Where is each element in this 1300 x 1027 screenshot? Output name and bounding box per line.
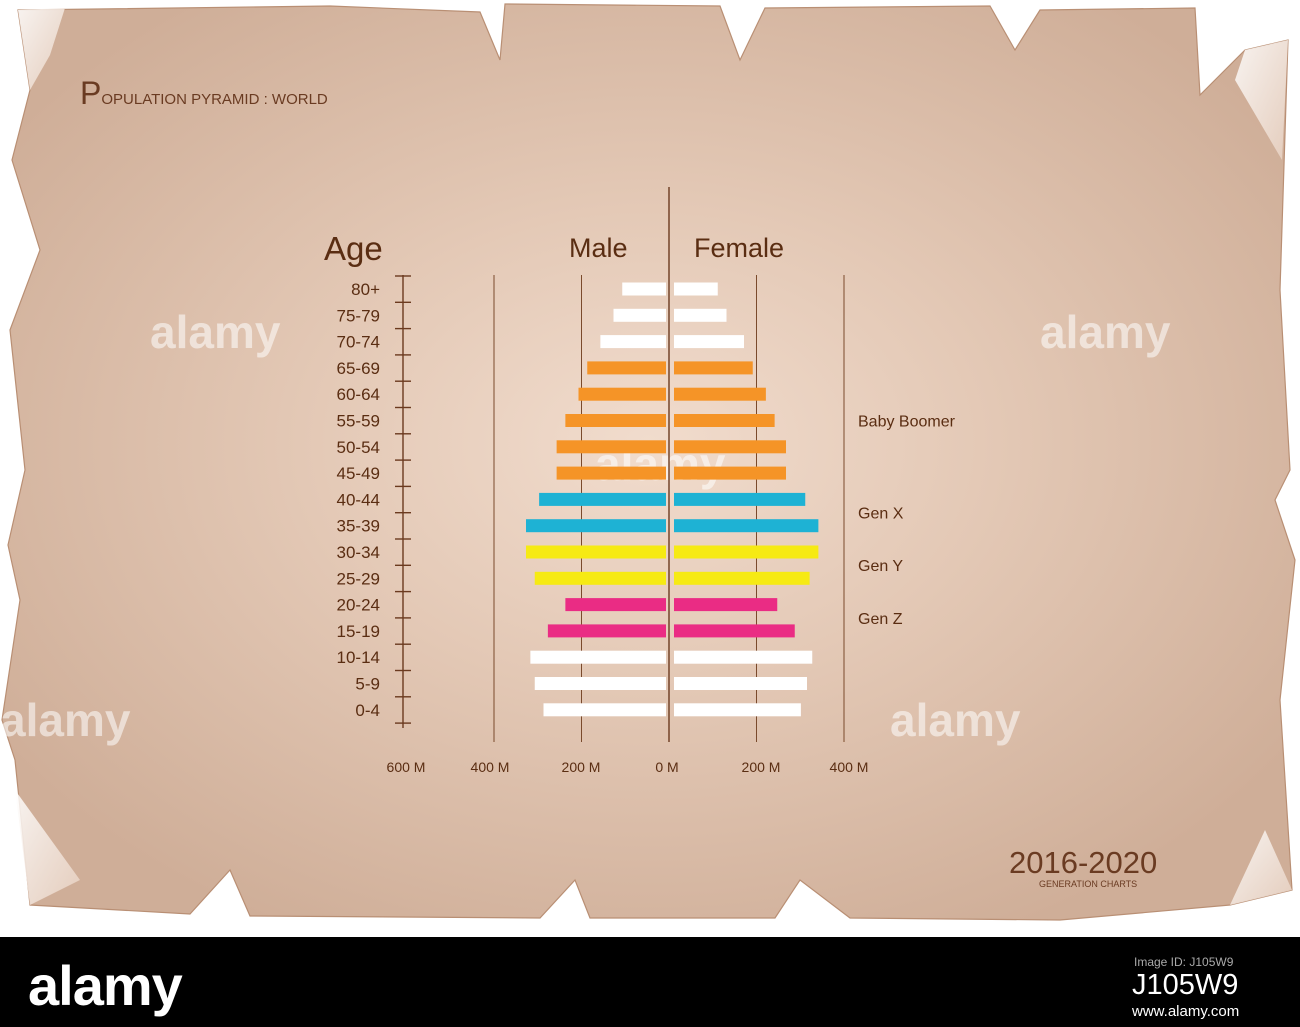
age-tick-label: 5-9 [355,675,380,694]
footer-logo: alamy [28,954,183,1017]
generation-label: Gen X [858,506,904,523]
bars [526,282,819,717]
male-bar [613,308,666,322]
male-bar [530,650,666,664]
age-tick-label: 20-24 [337,596,380,615]
female-bar [674,677,807,690]
x-tick-label: 400 M [830,759,869,775]
male-bar [534,677,666,690]
age-tick-label: 15-19 [337,622,380,641]
male-bar [539,492,666,506]
watermark: alamy [150,306,281,358]
age-tick-label: 50-54 [337,438,380,457]
age-tick-label: 75-79 [337,306,380,325]
female-bar [674,308,727,322]
x-tick-label: 200 M [742,759,781,775]
curl-bottom-left [15,790,80,905]
male-bar [565,598,666,612]
age-tick-label: 55-59 [337,412,380,431]
female-bar [674,624,795,638]
generation-label: Gen Z [858,611,903,628]
year-range: 2016-2020 [1009,845,1157,880]
female-label: Female [694,233,784,263]
female-bar [674,598,778,612]
female-bar [674,361,753,375]
age-tick-label: 10-14 [337,648,380,667]
page-title: POPULATION PYRAMID : WORLD [80,75,328,111]
female-bar [674,414,775,427]
female-bar [674,703,801,717]
male-bar [587,361,666,375]
female-bar [674,335,744,349]
female-bar [674,650,813,664]
grid-lines [493,275,845,742]
male-bar [565,414,666,427]
image-id: J105W9 [1132,969,1239,1001]
male-bar [556,466,666,480]
x-axis-ticks: 600 M 400 M 200 M 0 M 200 M 400 M [387,759,869,775]
x-tick-label: 400 M [471,759,510,775]
x-tick-label: 0 M [655,759,678,775]
male-bar [547,624,666,638]
footer-url: www.alamy.com [1132,1003,1240,1020]
female-bar [674,492,806,506]
watermark: alamy [890,694,1021,746]
male-bar [543,703,666,717]
age-tick-label: 70-74 [337,333,380,352]
age-tick-label: 65-69 [337,359,380,378]
age-tick-label: 60-64 [337,385,380,404]
female-bar [674,440,786,454]
male-bar [556,440,666,454]
male-bar [534,571,666,585]
male-bar [578,387,666,401]
curl-top-left [18,8,65,90]
age-tick-label: 35-39 [337,517,380,536]
curl-top-right [1235,40,1288,160]
age-tick-label: 80+ [351,280,380,299]
male-bar [622,282,666,296]
female-bar [674,571,810,585]
female-bar [674,282,718,296]
x-tick-label: 600 M [387,759,426,775]
male-bar [600,335,666,349]
female-bar [674,466,786,480]
age-axis: 80+ 75-79 70-74 65-69 60-64 55-59 50-54 45-49 40… [337,275,411,728]
male-bar [526,545,666,559]
curl-bottom-right [1230,830,1292,905]
age-tick-label: 0-4 [355,701,380,720]
male-bar [526,519,666,533]
age-tick-label: 30-34 [337,543,380,562]
generation-labels: Baby Boomer Gen X Gen Y Gen Z [858,414,956,628]
age-tick-label: 40-44 [337,490,380,509]
watermark: alamy [1040,306,1171,358]
age-axis-label: Age [324,230,383,267]
generation-label: Gen Y [858,558,903,575]
female-bar [674,387,766,401]
generation-label: Baby Boomer [858,414,956,431]
image-id-label: Image ID: J105W9 [1134,955,1234,969]
watermark: alamy [0,694,131,746]
x-tick-label: 200 M [562,759,601,775]
female-bar [674,519,819,533]
male-label: Male [569,233,628,263]
female-bar [674,545,819,559]
footer-bar: alamy Image ID: J105W9 J105W9 www.alamy.… [0,937,1300,1027]
age-tick-label: 45-49 [337,464,380,483]
age-tick-label: 25-29 [337,569,380,588]
year-caption: GENERATION CHARTS [1039,879,1137,889]
